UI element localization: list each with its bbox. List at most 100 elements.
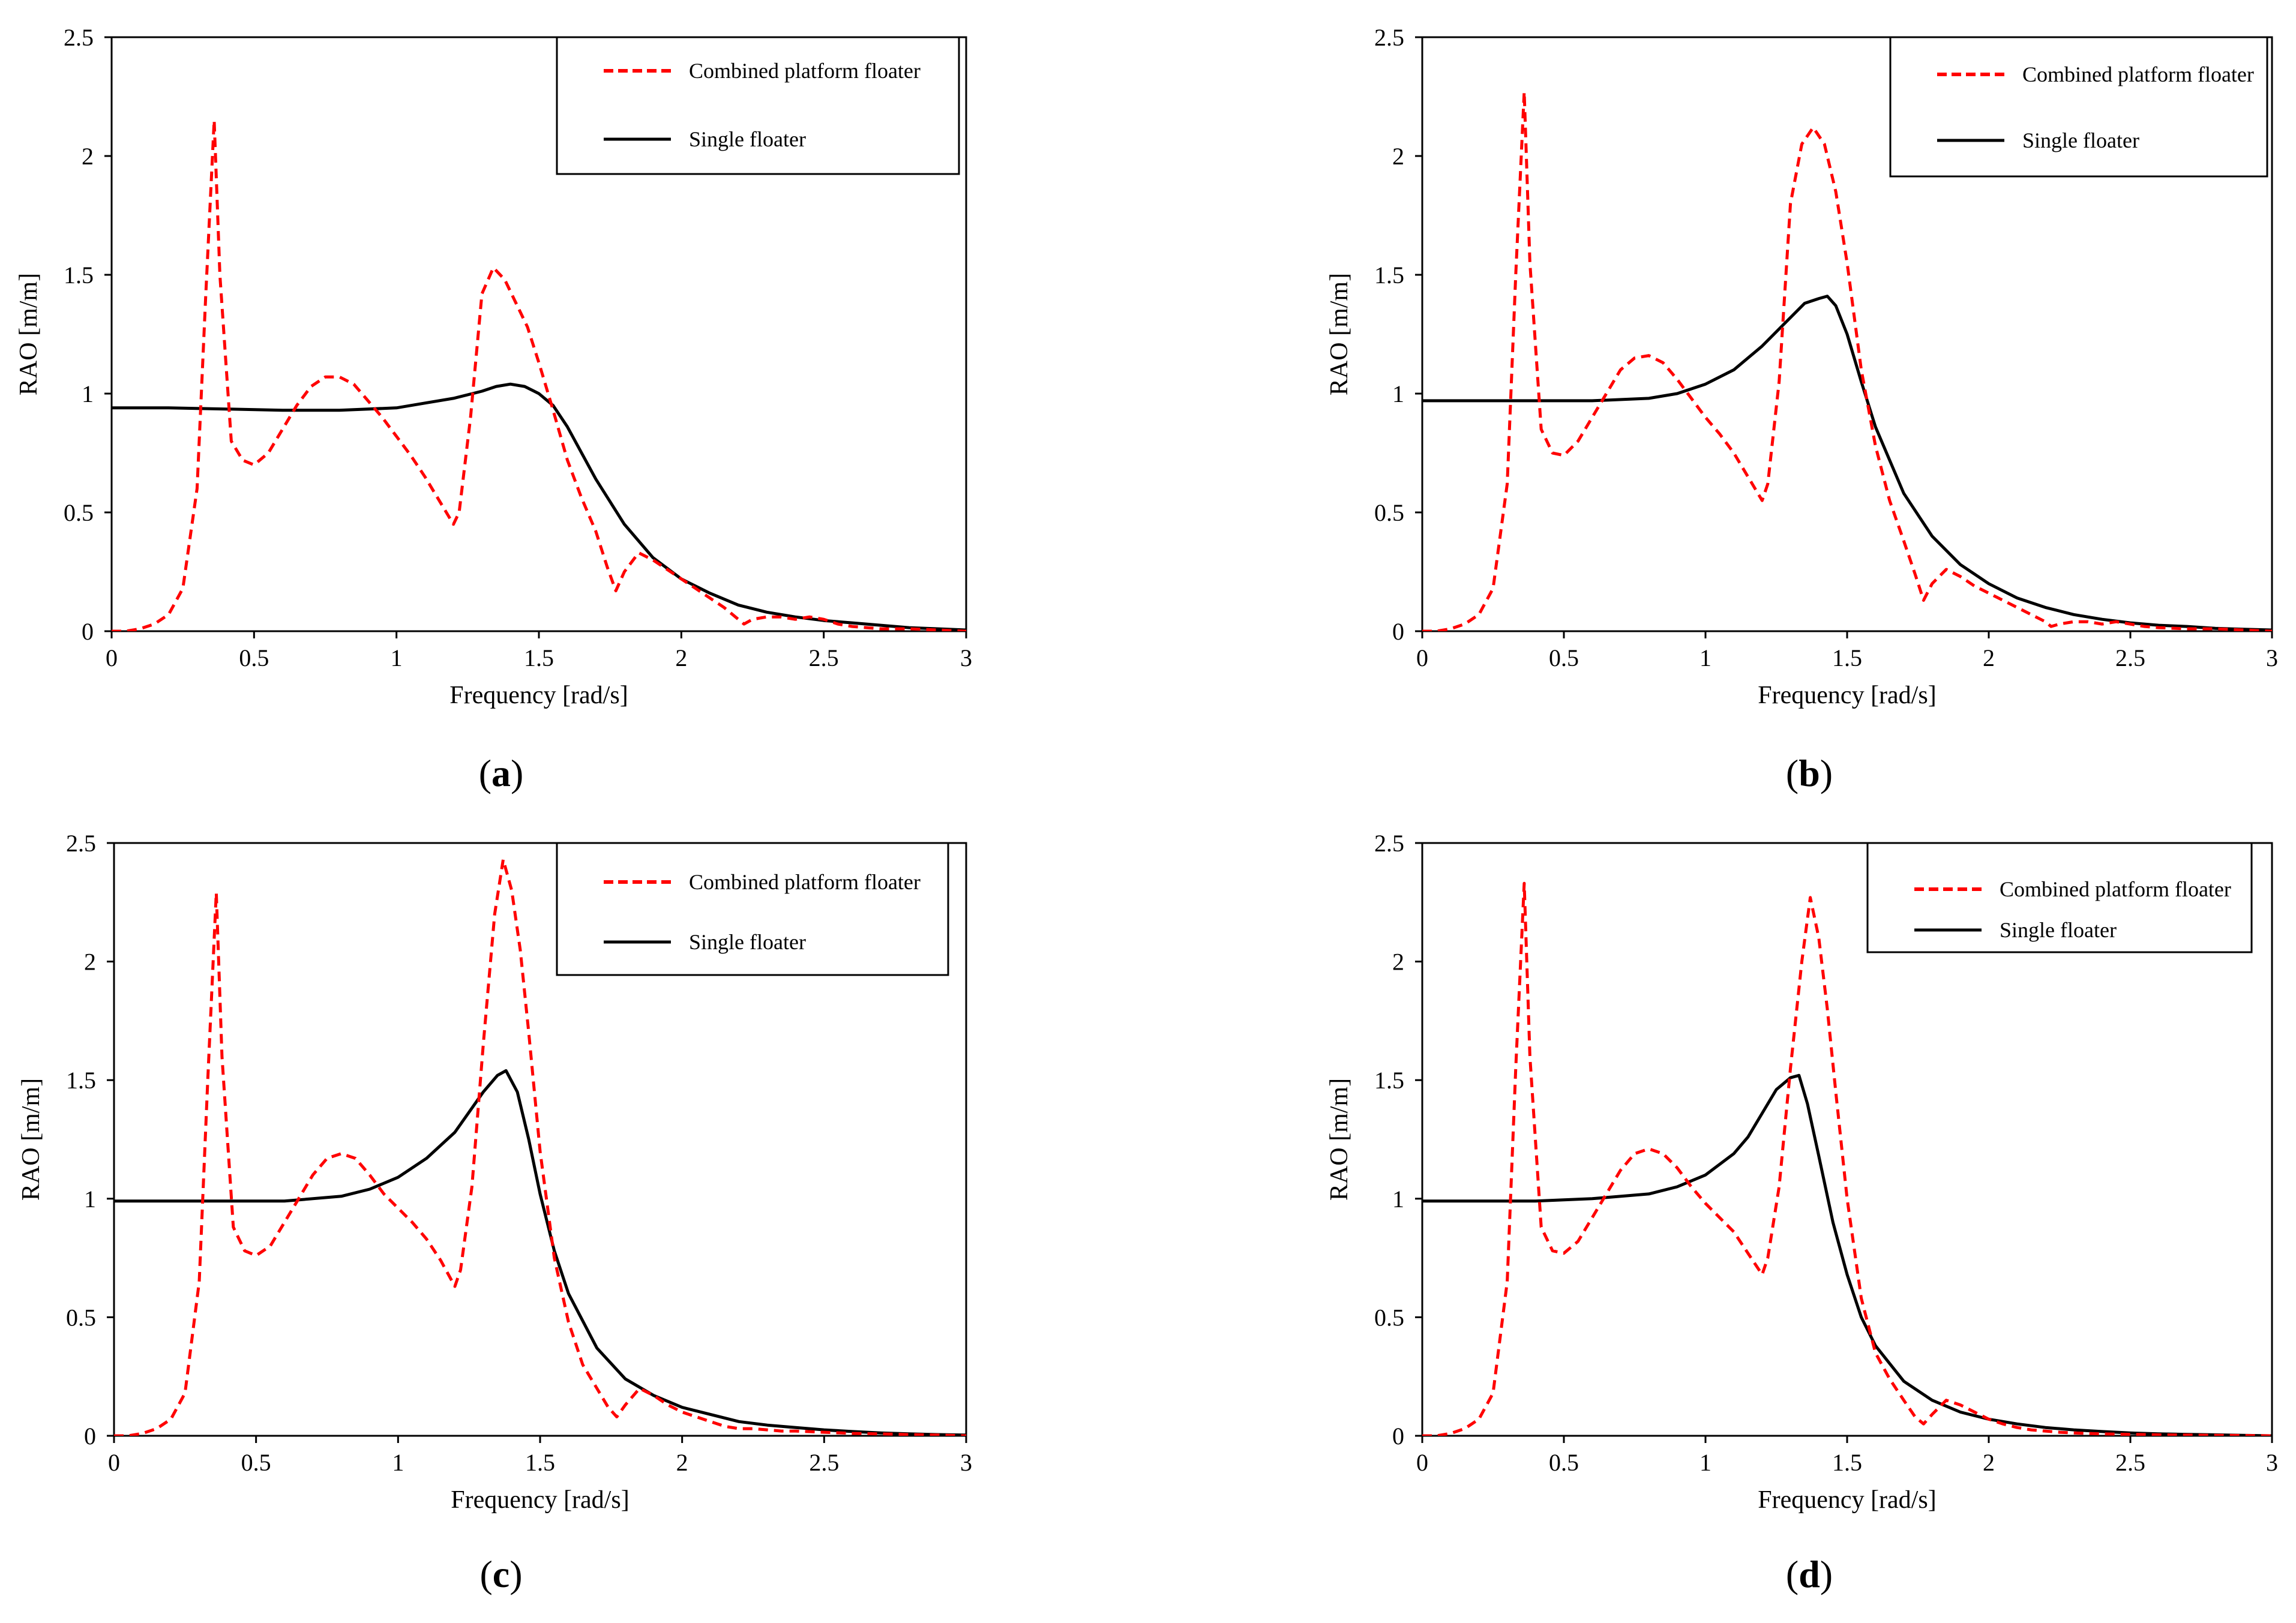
legend-entry-label: Single floater <box>2022 128 2139 152</box>
x-axis-title: Frequency [rad/s] <box>449 682 628 709</box>
x-tick-label: 2 <box>675 644 687 671</box>
legend-entry-label: Combined platform floater <box>2022 62 2254 86</box>
series-combined-platform-floater-line <box>1422 90 2272 631</box>
x-tick-label: 3 <box>960 644 972 671</box>
x-tick-label: 2 <box>1983 1449 1995 1476</box>
y-tick-label: 1 <box>82 380 94 407</box>
y-tick-label: 0.5 <box>64 499 94 526</box>
caption-close-paren: ) <box>509 1553 522 1595</box>
caption-letter: d <box>1799 1553 1820 1595</box>
legend-entry-label: Combined platform floater <box>2000 877 2231 901</box>
x-axis-title: Frequency [rad/s] <box>1758 1486 1936 1514</box>
y-tick-label: 1.5 <box>64 262 94 289</box>
series-single-floater-line <box>1422 295 2272 631</box>
x-tick-label: 0 <box>1416 644 1428 671</box>
legend-entry-label: Combined platform floater <box>689 870 921 894</box>
y-tick-label: 2.5 <box>66 830 96 857</box>
y-tick-label: 1.5 <box>1374 1067 1404 1094</box>
y-tick-label: 2 <box>84 949 96 976</box>
caption-letter: c <box>493 1553 509 1595</box>
caption-open-paren: ( <box>1786 1553 1799 1595</box>
chart-panel-a: 0 0.5 1 1.5 2 2.5 3 0 0.5 1 1.5 2 2.5 Frequency [rad/… <box>15 24 972 794</box>
x-tick-label: 2.5 <box>809 644 839 671</box>
panel-caption: (a) <box>479 752 524 794</box>
caption-close-paren: ) <box>1820 1553 1833 1595</box>
y-tick-label: 1 <box>1392 1186 1404 1213</box>
x-tick-label: 1.5 <box>1832 1449 1862 1476</box>
series-single-floater-line <box>1422 1073 2272 1436</box>
y-tick-label: 0 <box>82 618 94 645</box>
y-tick-label: 0.5 <box>66 1304 96 1331</box>
x-tick-label: 0.5 <box>241 1449 271 1476</box>
x-tick-label: 1.5 <box>1832 644 1862 671</box>
x-tick-label: 0.5 <box>1549 644 1579 671</box>
caption-letter: b <box>1799 752 1820 794</box>
series-single-floater-line <box>114 1069 966 1436</box>
x-tick-label: 2 <box>676 1449 688 1476</box>
x-tick-label: 2 <box>1983 644 1995 671</box>
x-tick-label: 2.5 <box>809 1449 839 1476</box>
y-tick-label: 2.5 <box>1374 24 1404 51</box>
y-tick-label: 0 <box>1392 1423 1404 1450</box>
x-axis-title: Frequency [rad/s] <box>1758 682 1936 709</box>
caption-close-paren: ) <box>1820 752 1833 794</box>
series-combined-platform-floater-line <box>1422 881 2272 1436</box>
y-tick-label: 2 <box>1392 949 1404 976</box>
y-tick-label: 2.5 <box>1374 830 1404 857</box>
x-tick-label: 0 <box>108 1449 120 1476</box>
legend-entry-label: Combined platform floater <box>689 59 921 83</box>
legend-box <box>1866 842 2253 953</box>
legend: Combined platform floater Single floater <box>556 36 960 175</box>
x-tick-label: 2.5 <box>2115 1449 2145 1476</box>
caption-open-paren: ( <box>479 1553 492 1595</box>
legend: Combined platform floater Single floater <box>1889 36 2268 178</box>
x-tick-label: 1 <box>391 644 403 671</box>
caption-open-paren: ( <box>479 752 491 794</box>
y-tick-label: 1 <box>84 1186 96 1213</box>
legend-box <box>556 36 960 175</box>
chart-panel-c: 0 0.5 1 1.5 2 2.5 3 0 0.5 1 1.5 2 2.5 Frequency [rad/… <box>17 830 972 1595</box>
chart-panel-d: 0 0.5 1 1.5 2 2.5 3 0 0.5 1 1.5 2 2.5 Frequency [rad/… <box>1326 830 2278 1595</box>
x-tick-label: 0 <box>106 644 118 671</box>
y-axis-title: RAO [m/m] <box>1326 273 1353 395</box>
legend-box <box>556 842 949 976</box>
caption-close-paren: ) <box>511 752 523 794</box>
y-tick-label: 2 <box>82 143 94 170</box>
x-tick-label: 3 <box>2266 1449 2278 1476</box>
legend-entry-label: Single floater <box>689 127 806 151</box>
series-combined-platform-floater-line <box>114 858 966 1436</box>
panel-caption: (b) <box>1786 752 1833 794</box>
legend-entry-label: Single floater <box>2000 918 2117 942</box>
x-axis-title: Frequency [rad/s] <box>451 1486 629 1514</box>
caption-letter: a <box>491 752 511 794</box>
panel-caption: (c) <box>479 1553 522 1595</box>
y-tick-label: 0.5 <box>1374 499 1404 526</box>
caption-open-paren: ( <box>1786 752 1799 794</box>
panel-caption: (d) <box>1786 1553 1833 1595</box>
x-tick-label: 0 <box>1416 1449 1428 1476</box>
y-tick-label: 2 <box>1392 143 1404 170</box>
x-tick-label: 1 <box>1699 1449 1711 1476</box>
y-axis-title: RAO [m/m] <box>17 1078 45 1201</box>
legend: Combined platform floater Single floater <box>1866 842 2253 953</box>
series-combined-platform-floater-line <box>112 119 966 631</box>
x-tick-label: 1 <box>392 1449 404 1476</box>
series-single-floater-line <box>112 382 966 631</box>
legend-box <box>1889 36 2268 178</box>
y-axis-title: RAO [m/m] <box>15 273 43 395</box>
y-tick-label: 2.5 <box>64 24 94 51</box>
x-tick-label: 0.5 <box>239 644 269 671</box>
legend-entry-label: Single floater <box>689 930 806 954</box>
x-tick-label: 2.5 <box>2115 644 2145 671</box>
y-axis-title: RAO [m/m] <box>1326 1078 1353 1201</box>
y-tick-label: 1.5 <box>66 1067 96 1094</box>
y-tick-label: 0 <box>1392 618 1404 645</box>
x-tick-label: 0.5 <box>1549 1449 1579 1476</box>
legend: Combined platform floater Single floater <box>556 842 949 976</box>
x-tick-label: 1 <box>1699 644 1711 671</box>
x-tick-label: 1.5 <box>525 1449 555 1476</box>
x-tick-label: 1.5 <box>524 644 554 671</box>
chart-panel-b: 0 0.5 1 1.5 2 2.5 3 0 0.5 1 1.5 2 2.5 Frequency [rad/… <box>1326 24 2278 794</box>
y-tick-label: 1.5 <box>1374 262 1404 289</box>
